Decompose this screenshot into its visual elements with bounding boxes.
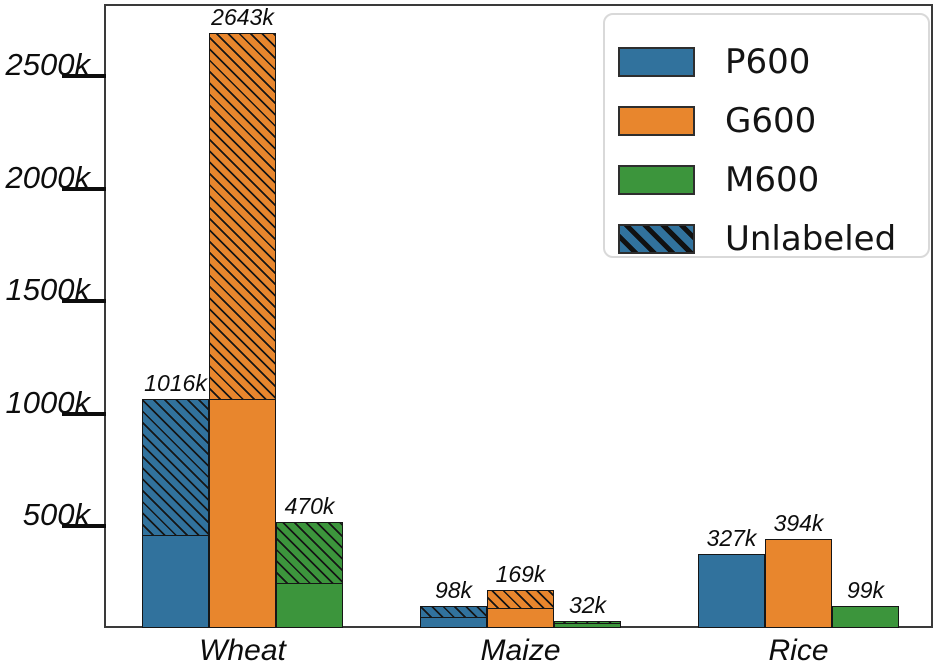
bar-segment-unlabeled-g600-wheat bbox=[209, 32, 276, 400]
y-tick-mark bbox=[62, 186, 106, 191]
bar-value-label-m600-wheat: 470k bbox=[284, 493, 335, 520]
legend-swatch-g600 bbox=[618, 105, 695, 136]
bar-segment-unlabeled-p600-wheat bbox=[142, 399, 209, 535]
bar-value-label-p600-maize: 98k bbox=[434, 576, 473, 603]
bar-value-label-m600-maize: 32k bbox=[568, 591, 607, 618]
legend-item-label: G600 bbox=[725, 100, 817, 141]
legend-item-m600: M600 bbox=[618, 150, 928, 209]
x-category-label-wheat: Wheat bbox=[199, 634, 286, 667]
x-category-label-rice: Rice bbox=[768, 634, 829, 667]
bar-segment-m600-maize bbox=[554, 623, 621, 628]
bar-value-label-g600-wheat: 2643k bbox=[211, 3, 274, 30]
legend-item-p600: P600 bbox=[618, 32, 928, 91]
legend-swatch-m600 bbox=[618, 164, 695, 195]
bar-segment-m600-rice bbox=[832, 605, 899, 628]
legend-item-label: M600 bbox=[725, 159, 820, 200]
bar-segment-g600-maize bbox=[487, 607, 554, 628]
legend-item-unlabeled: Unlabeled bbox=[618, 209, 928, 268]
x-category-label-maize: Maize bbox=[480, 634, 561, 667]
legend-item-label: P600 bbox=[725, 41, 811, 82]
bar-segment-unlabeled-p600-maize bbox=[420, 605, 487, 617]
y-tick-mark bbox=[62, 74, 106, 78]
bar-value-label-p600-wheat: 1016k bbox=[144, 370, 207, 397]
y-tick-mark bbox=[62, 299, 106, 304]
bar-segment-p600-rice bbox=[698, 554, 765, 628]
legend-swatch-unlabeled-hatch-icon bbox=[618, 223, 695, 254]
y-tick-mark bbox=[62, 411, 106, 416]
y-tick-mark bbox=[62, 524, 106, 529]
bar-segment-g600-wheat bbox=[209, 399, 276, 628]
legend-swatch-p600 bbox=[618, 46, 695, 77]
bar-value-label-p600-rice: 327k bbox=[706, 525, 757, 552]
bar-segment-unlabeled-g600-maize bbox=[487, 589, 554, 608]
bar-segment-unlabeled-m600-wheat bbox=[276, 522, 343, 584]
legend: P600 G600 M600 Unlabeled bbox=[603, 13, 930, 258]
bar-segment-m600-wheat bbox=[276, 583, 343, 628]
bar-segment-g600-rice bbox=[765, 539, 832, 628]
bar-value-label-m600-rice: 99k bbox=[846, 576, 885, 603]
bar-value-label-g600-rice: 394k bbox=[773, 510, 824, 537]
bar-value-label-g600-maize: 169k bbox=[495, 560, 546, 587]
legend-item-g600: G600 bbox=[618, 91, 928, 150]
bar-segment-unlabeled-m600-maize bbox=[554, 620, 621, 624]
bar-segment-p600-wheat bbox=[142, 534, 209, 628]
legend-item-label: Unlabeled bbox=[725, 218, 897, 259]
bar-segment-p600-maize bbox=[420, 616, 487, 628]
